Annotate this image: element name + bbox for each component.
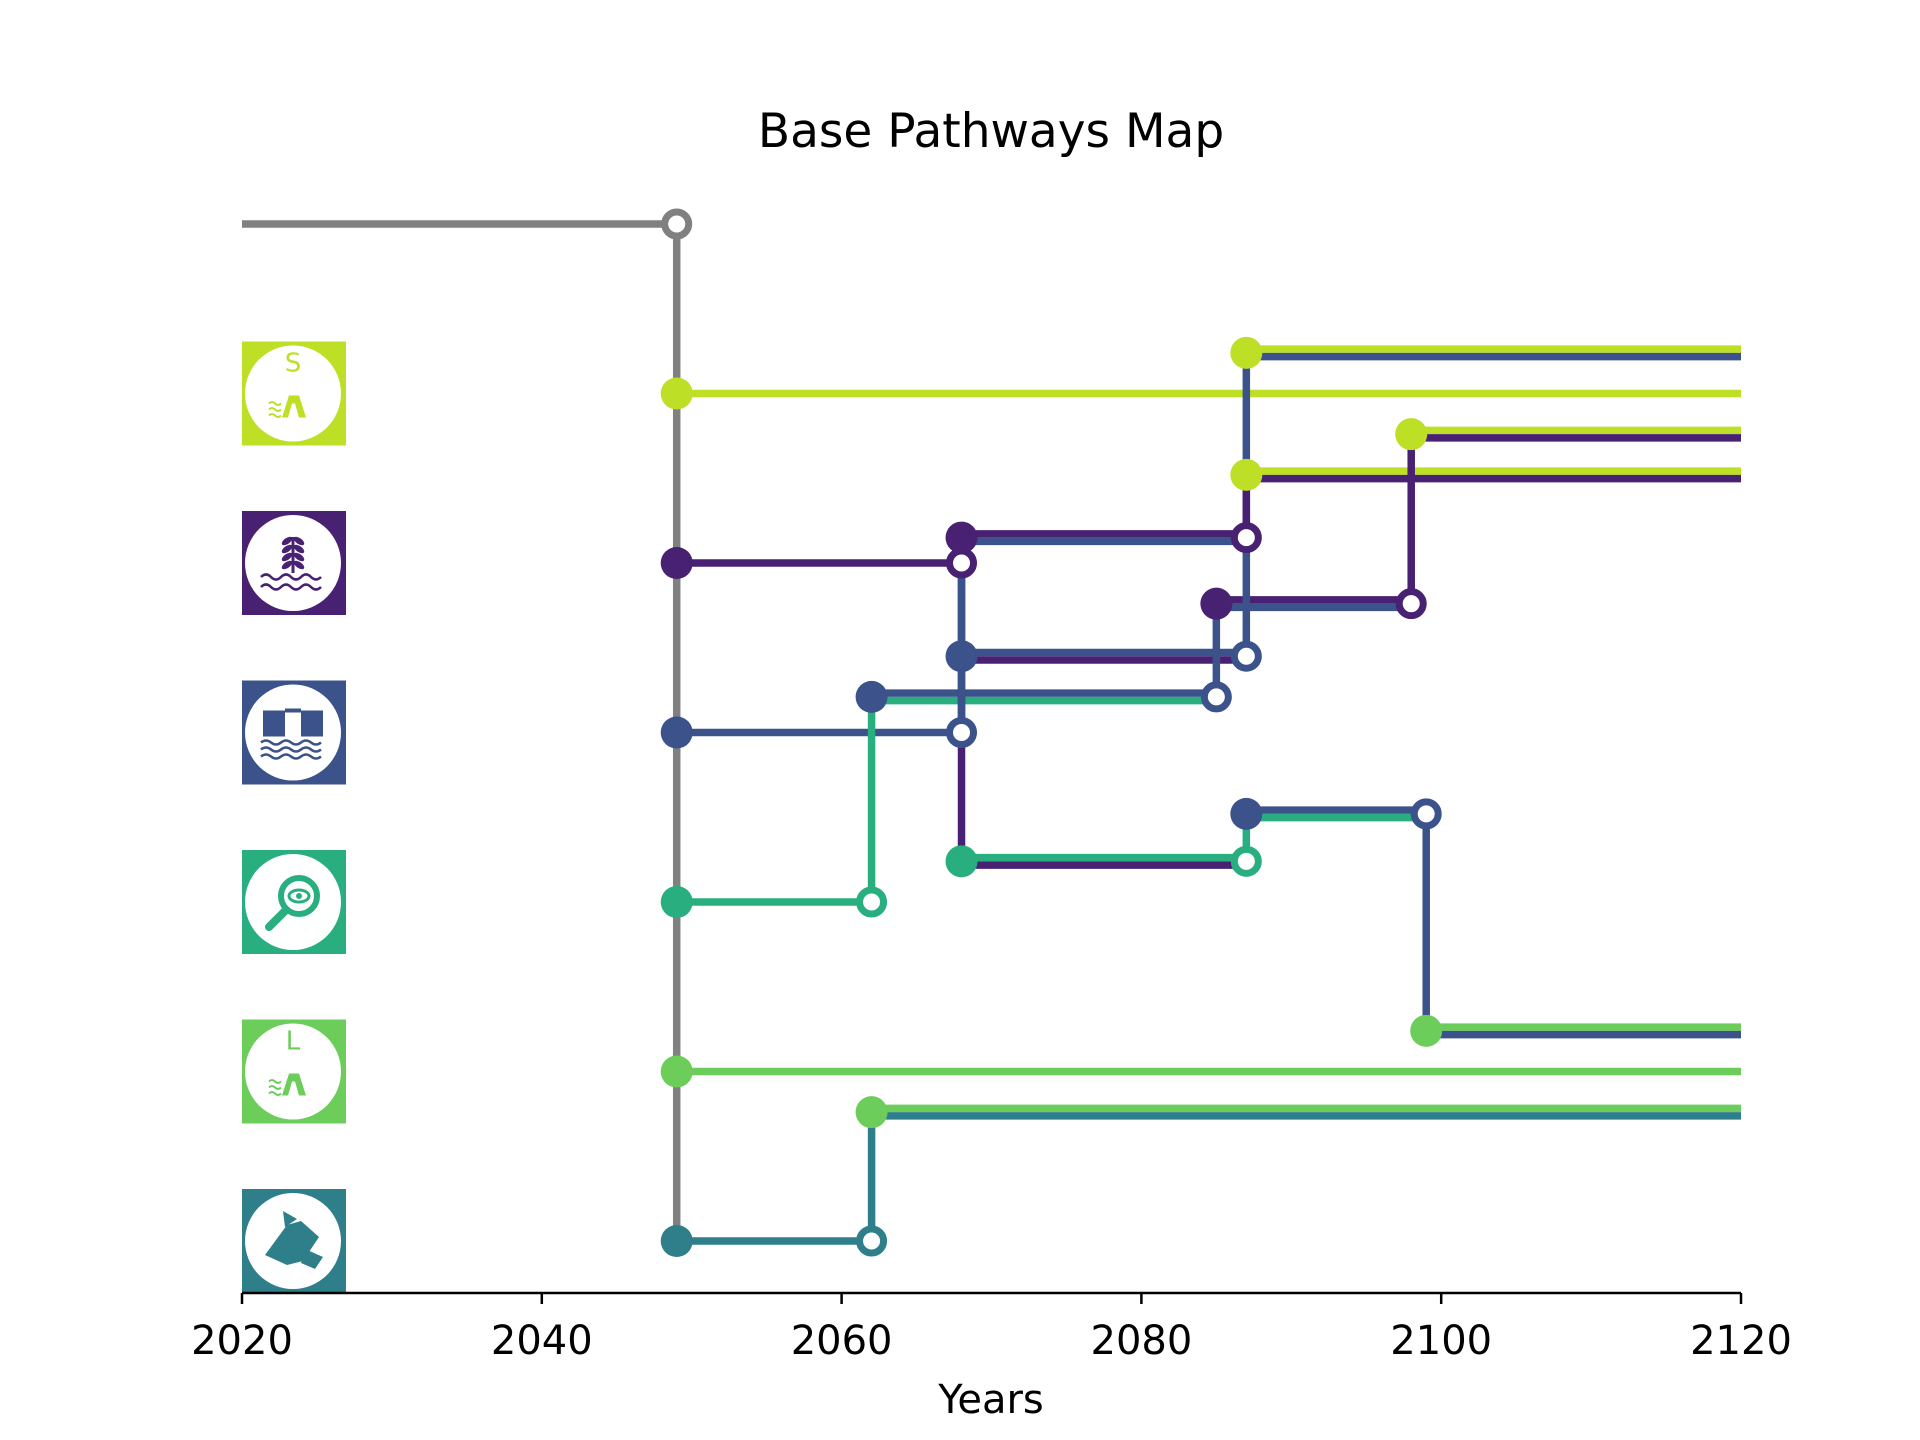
- wave-line: [268, 1085, 282, 1090]
- handshake-icon: [265, 1211, 323, 1269]
- badge-circle: [245, 345, 341, 442]
- dike-shape: [282, 1073, 306, 1096]
- wave-line: [268, 1091, 282, 1096]
- badge-circle: [245, 684, 341, 781]
- x-axis-ticks: 2020 2040 2060 2080 2100 2120: [191, 1293, 1792, 1364]
- cooperation-badge: [242, 1189, 346, 1293]
- x-tick-label: 2060: [791, 1318, 893, 1364]
- wave-line: [268, 401, 282, 406]
- transfer-point: [1230, 845, 1262, 877]
- monitoring-badge: [242, 850, 346, 954]
- wave-line: [268, 413, 282, 418]
- x-tick-label: 2100: [1390, 1318, 1492, 1364]
- dike-icon: [268, 1073, 306, 1096]
- plant-leaf: [281, 544, 293, 554]
- transfer-point: [856, 886, 888, 918]
- transfer-point: [1200, 681, 1232, 713]
- measure-icons: SL: [242, 341, 346, 1293]
- large-dike-badge: L: [242, 1019, 346, 1124]
- x-tick-label: 2080: [1091, 1318, 1193, 1364]
- start-point: [660, 377, 693, 410]
- water-line: [260, 753, 322, 760]
- barrier-beam: [285, 708, 301, 713]
- start-point: [1200, 587, 1233, 620]
- start-point: [1395, 418, 1428, 451]
- start-point: [1410, 1014, 1443, 1047]
- chart-title: Base Pathways Map: [758, 104, 1224, 159]
- barrier-gate: [263, 710, 285, 737]
- transfer-point: [946, 717, 978, 748]
- start-point: [1230, 797, 1263, 830]
- wave-line: [268, 1079, 282, 1084]
- small-dike-badge: S: [242, 341, 346, 446]
- barrier-icon: [260, 708, 323, 760]
- plant-icon: [260, 536, 322, 591]
- dike-shape: [282, 395, 306, 418]
- lens-ring: [278, 875, 320, 917]
- start-point: [660, 1225, 693, 1257]
- plant-leaf: [281, 560, 293, 570]
- start-point: [945, 845, 978, 878]
- start-point: [855, 680, 888, 713]
- transfer-point: [946, 547, 978, 579]
- start-point: [855, 1096, 888, 1129]
- plant-leaf: [281, 552, 293, 562]
- start-point: [660, 1055, 693, 1088]
- transfer-point: [1230, 522, 1262, 554]
- nature-based-badge: [242, 511, 346, 615]
- magnifier-handle: [265, 906, 290, 931]
- cuff-shape: [301, 1249, 323, 1269]
- plant-leaf: [293, 560, 305, 570]
- arrow-shape: [283, 1211, 297, 1227]
- flood-barrier-badge: [242, 680, 346, 785]
- transfer-point: [661, 208, 693, 240]
- start-point: [1230, 336, 1263, 369]
- dike-icon: [268, 395, 306, 418]
- plant-leaf: [293, 536, 305, 546]
- magnifier-icon: [265, 875, 320, 931]
- plant-leaf: [293, 552, 305, 562]
- start-point: [660, 547, 693, 579]
- plot-area: [242, 208, 1741, 1257]
- plant-leaf: [281, 536, 293, 546]
- start-point: [945, 640, 978, 673]
- x-axis-title: Years: [937, 1377, 1044, 1423]
- wave-line: [268, 407, 282, 412]
- eye-outline: [287, 888, 311, 904]
- start-point: [1230, 458, 1263, 491]
- transfer-point: [1230, 640, 1262, 672]
- water-line: [260, 583, 322, 591]
- badge-circle: [245, 1023, 341, 1120]
- start-point: [660, 716, 693, 749]
- water-line: [260, 746, 322, 753]
- transfer-point: [1410, 798, 1442, 830]
- transfer-point: [856, 1225, 888, 1257]
- badge-letter: S: [285, 349, 302, 379]
- water-line: [260, 573, 322, 581]
- transfer-point: [1395, 588, 1427, 620]
- plant-leaf: [293, 544, 305, 554]
- eye-pupil: [296, 893, 302, 899]
- x-tick-label: 2020: [191, 1318, 293, 1364]
- x-tick-label: 2040: [491, 1318, 593, 1364]
- badge-letter: L: [286, 1027, 301, 1057]
- start-point: [945, 521, 978, 554]
- start-point: [660, 886, 693, 918]
- x-tick-label: 2120: [1690, 1318, 1792, 1364]
- water-line: [260, 739, 322, 746]
- barrier-gate: [301, 710, 323, 737]
